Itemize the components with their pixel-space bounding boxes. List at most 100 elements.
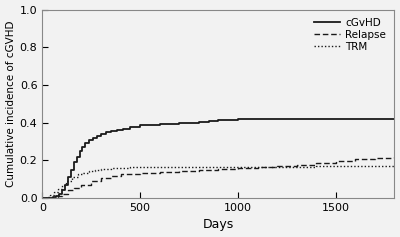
Relapse [157,170,162,173]
X-axis label: Days: Days [203,219,234,232]
cGvHD [216,118,221,121]
cGvHD [51,196,56,199]
Relapse [79,183,84,186]
cGvHD [157,122,162,125]
Relapse [71,186,76,189]
cGvHD [87,138,92,141]
TRM [52,191,56,194]
Line: TRM: TRM [42,166,394,198]
TRM [69,176,74,179]
TRM [333,165,338,168]
TRM [255,165,260,168]
TRM [275,165,280,168]
cGvHD [148,123,152,126]
Relapse [333,160,338,163]
cGvHD [91,136,96,139]
cGvHD [353,118,358,120]
Relapse [177,169,182,172]
cGvHD [333,118,338,120]
cGvHD [372,118,377,120]
Relapse [128,172,133,175]
Relapse [353,158,358,161]
TRM [372,164,377,167]
Relapse [255,165,260,168]
Relapse [65,189,70,192]
cGvHD [206,119,211,122]
cGvHD [77,150,82,152]
cGvHD [187,121,192,124]
cGvHD [275,118,280,120]
TRM [294,165,299,168]
cGvHD [167,122,172,125]
Relapse [294,164,299,166]
cGvHD [104,131,108,133]
Relapse [108,175,113,178]
TRM [48,194,52,197]
Relapse [50,197,54,200]
cGvHD [128,126,133,129]
Relapse [314,162,318,164]
cGvHD [177,122,182,124]
cGvHD [114,129,119,132]
TRM [216,165,221,168]
TRM [81,171,86,174]
cGvHD [255,118,260,120]
TRM [75,173,80,176]
cGvHD [120,128,125,131]
TRM [118,166,123,169]
TRM [108,167,113,170]
cGvHD [314,118,318,120]
Line: Relapse: Relapse [42,157,394,198]
cGvHD [62,183,67,186]
cGvHD [196,120,201,123]
cGvHD [294,118,299,120]
cGvHD [71,161,76,164]
Line: cGvHD: cGvHD [42,119,394,198]
Relapse [196,168,201,171]
TRM [99,167,104,170]
TRM [60,183,64,186]
TRM [236,165,240,168]
TRM [87,169,92,172]
Relapse [99,177,104,180]
cGvHD [392,118,397,120]
TRM [64,180,68,182]
Relapse [372,156,377,159]
Relapse [275,164,280,167]
cGvHD [68,168,73,171]
cGvHD [46,197,51,200]
TRM [138,166,142,169]
cGvHD [74,155,79,158]
Relapse [56,195,60,198]
Legend: cGvHD, Relapse, TRM: cGvHD, Relapse, TRM [311,15,389,55]
TRM [314,165,318,168]
TRM [177,165,182,168]
cGvHD [83,142,88,145]
TRM [56,187,60,190]
Relapse [236,166,240,169]
cGvHD [108,130,113,132]
TRM [196,165,201,168]
cGvHD [65,176,70,179]
TRM [128,166,133,169]
Relapse [216,167,221,170]
Relapse [138,171,142,174]
cGvHD [236,118,240,120]
Relapse [118,173,123,176]
cGvHD [95,134,100,137]
Relapse [392,155,397,158]
cGvHD [56,193,61,196]
Relapse [89,180,94,182]
cGvHD [80,146,85,149]
Y-axis label: Cumulative incidence of cGVHD: Cumulative incidence of cGVHD [6,21,16,187]
cGvHD [226,118,230,121]
TRM [392,164,397,167]
Relapse [60,193,64,196]
cGvHD [54,195,58,198]
TRM [44,196,49,199]
cGvHD [99,132,104,135]
TRM [157,166,162,169]
cGvHD [60,189,64,192]
TRM [93,168,98,171]
TRM [40,197,45,200]
